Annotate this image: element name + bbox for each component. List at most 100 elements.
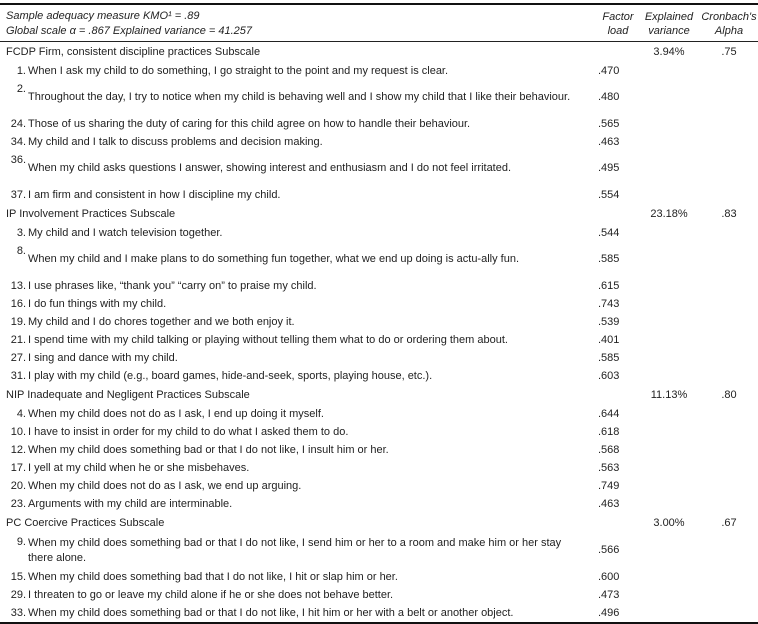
item-number: 21. (10, 333, 26, 346)
col-label: load (607, 24, 629, 37)
table-body: FCDP Firm, consistent discipline practic… (0, 42, 758, 624)
item-row: 15. When my child does something bad that… (0, 568, 758, 586)
item-number: 23. (10, 497, 26, 510)
item-text: I sing and dance with my child. (28, 351, 178, 364)
top-rule (0, 3, 758, 5)
item-row: 17. I yell at my child when he or she mis… (0, 459, 758, 477)
item-number: 36. (10, 154, 26, 166)
col-label: variance (648, 24, 690, 37)
factor-load: .644 (598, 407, 620, 420)
item-row: 13. I use phrases like, “thank you” “carr… (0, 277, 758, 295)
item-row: 36. When my child asks questions I answer… (0, 151, 758, 186)
subscale-row: PC Coercive Practices Subscale 3.00% .67 (0, 513, 758, 533)
factor-load: .563 (598, 461, 620, 474)
factor-load: .743 (598, 297, 620, 310)
factor-load: .470 (598, 64, 620, 77)
factor-load: .554 (598, 188, 620, 201)
item-text: When my child and I make plans to do som… (28, 253, 520, 265)
item-row: 23. Arguments with my child are intermina… (0, 495, 758, 513)
explained-variance: 3.00% (653, 516, 685, 529)
item-number: 10. (10, 425, 26, 438)
factor-load: .401 (598, 333, 620, 346)
factor-load: .539 (598, 315, 620, 328)
item-text: I do fun things with my child. (28, 297, 167, 310)
subscale-title: IP Involvement Practices Subscale (6, 207, 176, 220)
item-number: 16. (10, 297, 26, 310)
item-number: 37. (10, 188, 26, 201)
item-row: 16. I do fun things with my child. .743 (0, 295, 758, 313)
item-number: 29. (10, 588, 26, 601)
item-number: 27. (10, 351, 26, 364)
factor-load: .480 (598, 91, 620, 103)
factor-load: .566 (598, 544, 620, 556)
item-number: 4. (16, 407, 26, 420)
item-text: My child and I do chores together and we… (28, 315, 295, 328)
col-cronbach-alpha: Cronbach's Alpha (700, 6, 758, 42)
item-text: My child and I talk to discuss problems … (28, 135, 323, 148)
factor-load: .618 (598, 425, 620, 438)
item-text: When my child does something bad or that… (28, 536, 562, 564)
factor-load: .565 (598, 117, 620, 130)
item-row: 2. Throughout the day, I try to notice wh… (0, 80, 758, 115)
item-text: When my child does not do as I ask, we e… (28, 479, 302, 492)
col-explained-variance: Explained variance (638, 6, 700, 42)
col-label: Factor (602, 10, 634, 23)
subscale-row: NIP Inadequate and Negligent Practices S… (0, 385, 758, 405)
item-text: When my child asks questions I answer, s… (28, 162, 512, 174)
explained-variance: 23.18% (650, 207, 688, 220)
factor-load: .603 (598, 369, 620, 382)
item-number: 3. (16, 226, 26, 239)
item-text: I threaten to go or leave my child alone… (28, 588, 394, 601)
global-scale-text: Global scale α = .867 Explained variance… (6, 24, 252, 37)
kmo-text: Sample adequacy measure KMO¹ = .89 (6, 9, 200, 22)
header-stats: Sample adequacy measure KMO¹ = .89 Globa… (0, 6, 598, 42)
item-row: 27. I sing and dance with my child. .585 (0, 349, 758, 367)
factor-load: .496 (598, 604, 638, 624)
cronbach-alpha: .83 (721, 207, 737, 220)
item-number: 8. (16, 245, 26, 257)
subscale-row: FCDP Firm, consistent discipline practic… (0, 42, 758, 63)
item-text: Those of us sharing the duty of caring f… (28, 117, 471, 130)
table-header: Sample adequacy measure KMO¹ = .89 Globa… (0, 6, 758, 42)
subscale-title: PC Coercive Practices Subscale (6, 516, 165, 529)
cronbach-alpha: .75 (721, 45, 737, 58)
item-row: 8. When my child and I make plans to do s… (0, 242, 758, 277)
factor-load: .568 (598, 443, 620, 456)
cronbach-alpha: .67 (721, 516, 737, 529)
item-number: 31. (10, 369, 26, 382)
item-text: When my child does not do as I ask, I en… (28, 407, 324, 420)
item-row: 9. When my child does something bad or th… (0, 533, 758, 568)
factor-load: .585 (598, 253, 620, 265)
subscale-title: FCDP Firm, consistent discipline practic… (6, 45, 261, 58)
item-text: My child and I watch television together… (28, 226, 223, 239)
col-label: Alpha (714, 24, 744, 37)
item-number: 20. (10, 479, 26, 492)
item-text: Throughout the day, I try to notice when… (28, 91, 571, 103)
item-row: 29. I threaten to go or leave my child al… (0, 586, 758, 604)
col-label: Explained (644, 10, 694, 23)
item-text: I spend time with my child talking or pl… (28, 333, 508, 346)
item-text: When I ask my child to do something, I g… (28, 64, 449, 77)
item-text: When my child does something bad that I … (28, 570, 398, 583)
item-number: 34. (10, 135, 26, 148)
item-text: When my child does something bad or that… (28, 604, 598, 624)
item-row: 37. I am firm and consistent in how I dis… (0, 186, 758, 204)
item-row: 12. When my child does something bad or t… (0, 441, 758, 459)
item-row: 10. I have to insist in order for my chil… (0, 423, 758, 441)
factor-load: .495 (598, 162, 620, 174)
item-number: 24. (10, 117, 26, 130)
item-row: 1. When I ask my child to do something, I… (0, 62, 758, 80)
item-text: I am firm and consistent in how I discip… (28, 188, 281, 201)
item-number: 9. (16, 536, 26, 548)
factor-load: .463 (598, 497, 620, 510)
item-row: 20. When my child does not do as I ask, w… (0, 477, 758, 495)
item-number: 2. (16, 83, 26, 95)
item-row: 21. I spend time with my child talking or… (0, 331, 758, 349)
factor-load: .473 (598, 588, 620, 601)
item-number: 19. (10, 315, 26, 328)
subscale-row: IP Involvement Practices Subscale 23.18%.… (0, 204, 758, 224)
item-number: 33. (0, 604, 28, 624)
item-row: 4. When my child does not do as I ask, I … (0, 405, 758, 423)
item-text: I have to insist in order for my child t… (28, 425, 349, 438)
item-text: I use phrases like, “thank you” “carry o… (28, 279, 317, 292)
